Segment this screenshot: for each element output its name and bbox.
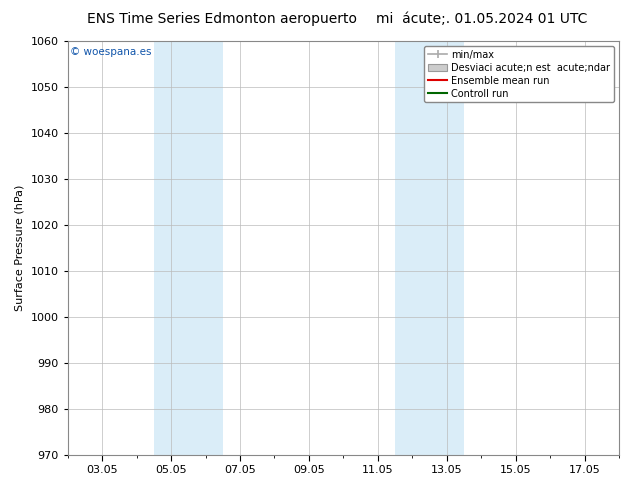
Y-axis label: Surface Pressure (hPa): Surface Pressure (hPa) [15,185,25,311]
Legend: min/max, Desviaci acute;n est  acute;ndar, Ensemble mean run, Controll run: min/max, Desviaci acute;n est acute;ndar… [424,46,614,102]
Bar [395,41,464,455]
Bar [154,41,223,455]
Text: ENS Time Series Edmonton aeropuerto: ENS Time Series Edmonton aeropuerto [87,12,357,26]
Text: © woespana.es: © woespana.es [70,47,152,57]
Text: mi  ácute;. 01.05.2024 01 UTC: mi ácute;. 01.05.2024 01 UTC [376,12,588,26]
